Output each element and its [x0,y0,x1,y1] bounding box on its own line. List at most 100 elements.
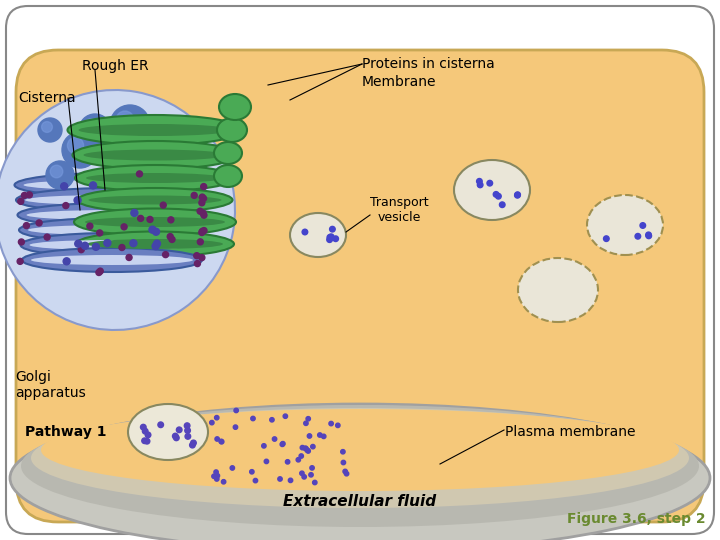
Circle shape [302,475,306,479]
Circle shape [212,474,216,478]
Circle shape [341,449,345,454]
Circle shape [169,237,175,242]
Circle shape [299,454,303,458]
Circle shape [281,442,285,446]
Ellipse shape [41,409,679,491]
Circle shape [201,212,207,218]
Circle shape [234,408,238,413]
Circle shape [515,192,521,198]
Ellipse shape [31,408,689,508]
Circle shape [303,446,307,450]
Ellipse shape [76,232,234,256]
Circle shape [199,228,205,234]
Circle shape [163,252,168,258]
Ellipse shape [217,118,247,142]
Circle shape [233,425,238,429]
Circle shape [96,230,103,236]
Circle shape [144,438,150,444]
Circle shape [343,469,347,474]
Circle shape [119,245,125,251]
Ellipse shape [16,188,208,212]
Circle shape [283,414,287,418]
Ellipse shape [21,405,699,527]
Circle shape [302,229,307,235]
Ellipse shape [75,165,235,191]
Circle shape [477,179,482,184]
Circle shape [27,192,32,198]
Circle shape [250,470,254,474]
Circle shape [305,448,310,453]
Circle shape [185,428,190,433]
Circle shape [185,434,191,439]
Circle shape [197,208,203,214]
Ellipse shape [84,150,227,160]
Circle shape [306,416,310,421]
Circle shape [18,198,24,204]
Circle shape [161,202,166,208]
Text: Proteins in cisterna: Proteins in cisterna [362,57,495,71]
Text: Golgi
apparatus: Golgi apparatus [15,370,86,400]
Circle shape [17,258,23,265]
Circle shape [68,137,84,153]
Circle shape [322,434,326,438]
Circle shape [312,480,317,485]
Circle shape [219,439,223,444]
Circle shape [215,474,220,478]
Circle shape [285,460,289,464]
Ellipse shape [89,195,222,205]
Circle shape [137,171,143,177]
Ellipse shape [22,248,202,272]
Circle shape [174,435,179,441]
Ellipse shape [219,94,251,120]
Circle shape [104,240,111,246]
Ellipse shape [454,160,530,220]
Circle shape [310,465,314,470]
Circle shape [191,440,197,445]
Circle shape [145,432,150,438]
Circle shape [477,182,483,188]
Circle shape [116,111,134,129]
Circle shape [126,254,132,260]
Circle shape [270,417,274,422]
Circle shape [329,421,333,426]
Circle shape [44,234,50,240]
Circle shape [493,192,499,197]
Circle shape [646,232,652,238]
Circle shape [280,442,284,447]
Circle shape [344,471,348,476]
Circle shape [199,255,205,261]
Ellipse shape [10,404,710,540]
Circle shape [272,437,276,441]
Ellipse shape [214,165,242,187]
Circle shape [199,194,205,200]
Circle shape [149,226,156,233]
Circle shape [200,210,206,216]
Circle shape [63,258,70,265]
Circle shape [78,247,84,253]
FancyBboxPatch shape [6,6,714,534]
Circle shape [79,114,111,146]
Circle shape [640,222,646,228]
Ellipse shape [30,240,194,250]
Circle shape [300,446,305,450]
Circle shape [194,253,199,259]
Circle shape [130,240,137,247]
Ellipse shape [68,115,243,145]
Ellipse shape [73,141,238,169]
Circle shape [167,234,174,240]
Circle shape [121,224,127,230]
Circle shape [307,434,312,438]
Circle shape [22,192,27,198]
Circle shape [168,217,174,223]
Circle shape [63,202,69,208]
Circle shape [96,269,102,275]
Text: Cisterna: Cisterna [18,91,76,105]
Circle shape [328,234,334,240]
Circle shape [199,200,205,206]
Ellipse shape [78,124,232,136]
Circle shape [46,161,74,189]
Ellipse shape [17,203,207,227]
Circle shape [201,195,207,201]
Circle shape [215,437,220,441]
Circle shape [74,197,81,204]
